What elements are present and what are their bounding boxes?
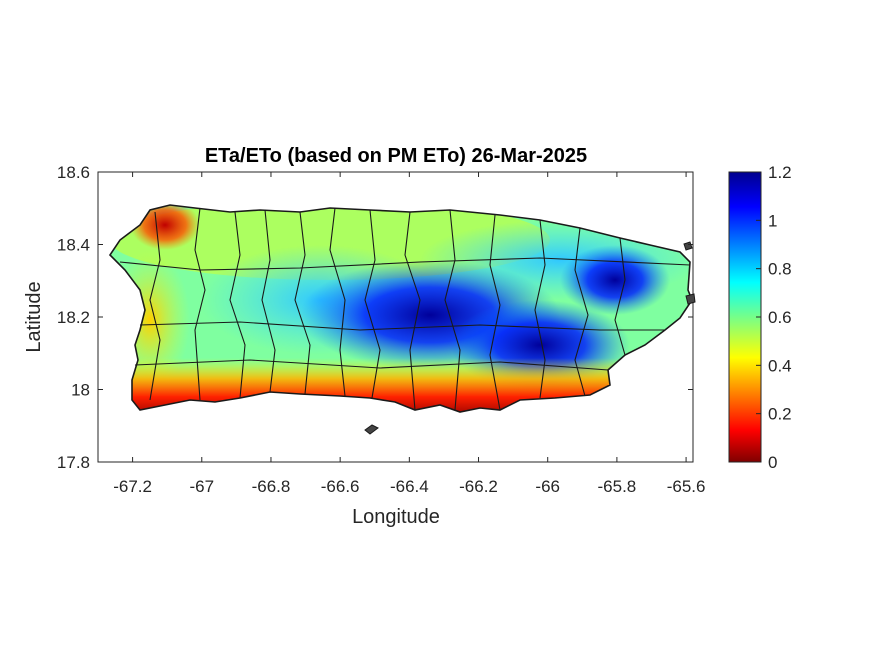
x-tick-label: -66.6 [321,477,360,496]
x-tick-label: -66.2 [459,477,498,496]
y-tick-label: 18.2 [57,308,90,327]
y-tick-label: 17.8 [57,453,90,472]
x-tick-label: -65.8 [598,477,637,496]
y-tick-label: 18.4 [57,236,90,255]
colorbar-tick-label: 0.8 [768,260,792,279]
colorbar-tick-label: 1 [768,211,777,230]
x-axis-label: Longitude [352,506,440,528]
colorbar-tick-label: 1.2 [768,163,792,182]
colorbar-tick-label: 0 [768,453,777,472]
offshore-island [683,241,693,251]
colorbar-ticks: 0 0.2 0.4 0.6 0.8 1 1.2 [756,163,792,472]
colorbar-tick-label: 0.2 [768,405,792,424]
x-tick-label: -66 [535,477,560,496]
y-tick-label: 18 [71,381,90,400]
plot-area [97,171,696,463]
offshore-island [685,293,696,305]
x-tick-label: -66.4 [390,477,429,496]
x-tick-label: -67.2 [113,477,152,496]
x-axis: -67.2 -67 -66.8 -66.6 -66.4 -66.2 -66 -65.8 -65.… [113,172,705,496]
x-tick-label: -67 [189,477,214,496]
x-tick-label: -65.6 [667,477,706,496]
colorbar-tick-label: 0.6 [768,308,792,327]
y-tick-label: 18.6 [57,163,90,182]
colorbar-bar [728,171,762,463]
x-tick-label: -66.8 [252,477,291,496]
y-axis: 17.8 18 18.2 18.4 18.6 [57,163,693,472]
chart-title: ETa/ETo (based on PM ETo) 26-Mar-2025 [205,145,587,167]
municipality-boundaries [119,207,691,411]
colorbar: 0 0.2 0.4 0.6 0.8 1 1.2 [728,163,792,472]
y-axis-label: Latitude [23,281,45,352]
offshore-island [364,424,379,435]
colorbar-tick-label: 0.4 [768,356,792,375]
